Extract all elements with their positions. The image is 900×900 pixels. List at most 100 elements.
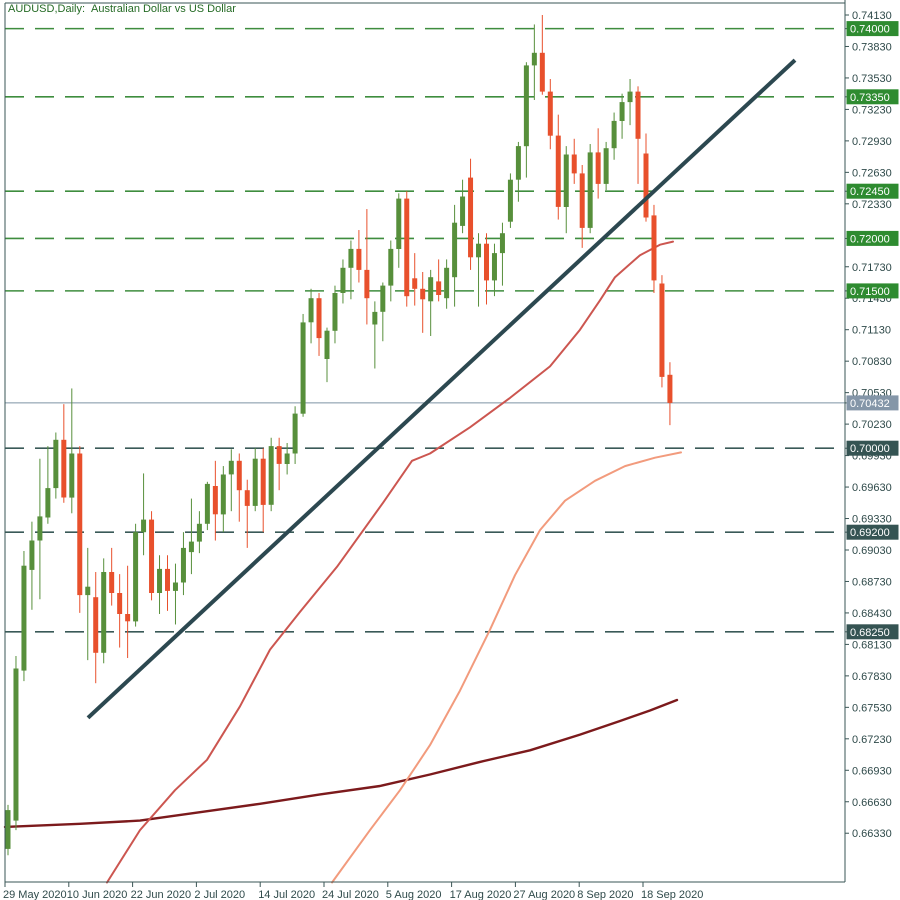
candle-bullish[interactable] [69,453,75,498]
candle-bullish[interactable] [340,267,346,293]
candle-bearish[interactable] [165,568,170,591]
price-tick-label: 0.66630 [852,797,892,809]
candle-bullish[interactable] [180,547,186,583]
trendline[interactable] [86,58,797,720]
candle-bullish[interactable] [228,460,234,475]
price-tick-label: 0.67830 [852,671,892,683]
candle-bearish[interactable] [125,614,131,622]
candle-bearish[interactable] [667,374,673,403]
candle-bullish[interactable] [372,311,378,325]
candle-bearish[interactable] [651,215,657,281]
candle-bullish[interactable] [141,519,147,533]
candle-bearish[interactable] [635,91,641,139]
candle-bullish[interactable] [444,267,450,299]
candle-bullish[interactable] [563,154,569,208]
candle-bullish[interactable] [627,91,633,103]
candle-bearish[interactable] [659,283,665,377]
candle-bullish[interactable] [499,233,505,254]
candle-bullish[interactable] [396,198,402,249]
candle-bullish[interactable] [452,222,458,278]
candle-bearish[interactable] [571,154,577,174]
candle-bullish[interactable] [507,179,513,222]
candle-bullish[interactable] [268,446,274,505]
candle-bearish[interactable] [117,593,123,614]
ma-long-dark-maroon[interactable] [3,698,679,829]
level-price-box-label: 0.73350 [850,92,890,104]
candle-bearish[interactable] [260,458,266,505]
candle-bearish[interactable] [436,281,442,295]
candle-bullish[interactable] [284,453,290,465]
candle-bearish[interactable] [412,278,418,289]
candle-bullish[interactable] [204,483,210,524]
candle-bullish[interactable] [587,152,593,228]
candle-bearish[interactable] [109,572,115,593]
candle-bearish[interactable] [61,439,67,498]
candle-bullish[interactable] [603,148,609,184]
candle-bullish[interactable] [308,298,314,323]
candle-bullish[interactable] [515,146,521,180]
price-tick-label: 0.70230 [852,419,892,431]
candle-bearish[interactable] [555,135,561,207]
candle-bearish[interactable] [643,153,649,218]
candle-bearish[interactable] [316,298,322,339]
candle-bullish[interactable] [324,330,330,359]
candle-bullish[interactable] [133,532,139,622]
candle-bearish[interactable] [468,177,474,258]
candle-bearish[interactable] [595,152,601,184]
level-price-box [846,89,899,105]
candle-bullish[interactable] [388,248,394,286]
candle-bullish[interactable] [45,488,51,518]
candle-bearish[interactable] [77,453,83,596]
candle-bearish[interactable] [212,486,218,515]
candle-bullish[interactable] [252,458,258,506]
candle-bullish[interactable] [21,565,27,671]
candle-bullish[interactable] [300,322,306,414]
candle-bullish[interactable] [428,277,434,302]
candle-bullish[interactable] [460,196,466,226]
level-price-box-label: 0.71500 [850,286,890,298]
candle-bullish[interactable] [157,568,163,593]
candle-bearish[interactable] [93,597,99,653]
candle-bearish[interactable] [244,490,250,506]
candle-bearish[interactable] [149,519,155,593]
candle-bullish[interactable] [476,243,482,258]
candle-bullish[interactable] [491,253,497,281]
candle-bullish[interactable] [13,668,19,821]
candle-bullish[interactable] [523,65,529,147]
candle-bullish[interactable] [196,523,202,542]
candle-bullish[interactable] [348,248,354,268]
candle-bullish[interactable] [611,120,617,149]
candle-bullish[interactable] [37,516,43,541]
candle-bearish[interactable] [404,198,410,297]
price-tick-label: 0.69330 [852,514,892,526]
candle-bullish[interactable] [85,586,91,596]
candle-bullish[interactable] [5,810,11,849]
candle-bullish[interactable] [53,439,59,489]
candle-bearish[interactable] [579,173,585,228]
candle-bullish[interactable] [531,52,537,66]
ma-fast-red[interactable] [106,240,674,884]
candle-bullish[interactable] [188,541,194,553]
candle-bullish[interactable] [292,413,298,454]
candle-bearish[interactable] [539,52,545,92]
candle-bearish[interactable] [364,269,370,299]
ma-slow-salmon[interactable] [331,451,682,884]
candle-bearish[interactable] [356,248,362,270]
price-tick-label: 0.67230 [852,734,892,746]
candle-bullish[interactable] [220,474,226,515]
candle-bullish[interactable] [172,582,178,591]
level-price-box-label: 0.69200 [850,527,890,539]
candle-bullish[interactable] [29,540,35,570]
candle-bearish[interactable] [420,288,426,300]
candle-bearish[interactable] [276,446,282,464]
candle-bullish[interactable] [619,102,625,121]
candle-bullish[interactable] [332,293,338,331]
candle-bearish[interactable] [484,243,489,281]
candle-bullish[interactable] [101,572,107,653]
candle-bearish[interactable] [547,91,553,136]
candle-bearish[interactable] [236,460,242,491]
candle-bullish[interactable] [380,285,386,312]
level-price-box-label: 0.72450 [850,186,890,198]
